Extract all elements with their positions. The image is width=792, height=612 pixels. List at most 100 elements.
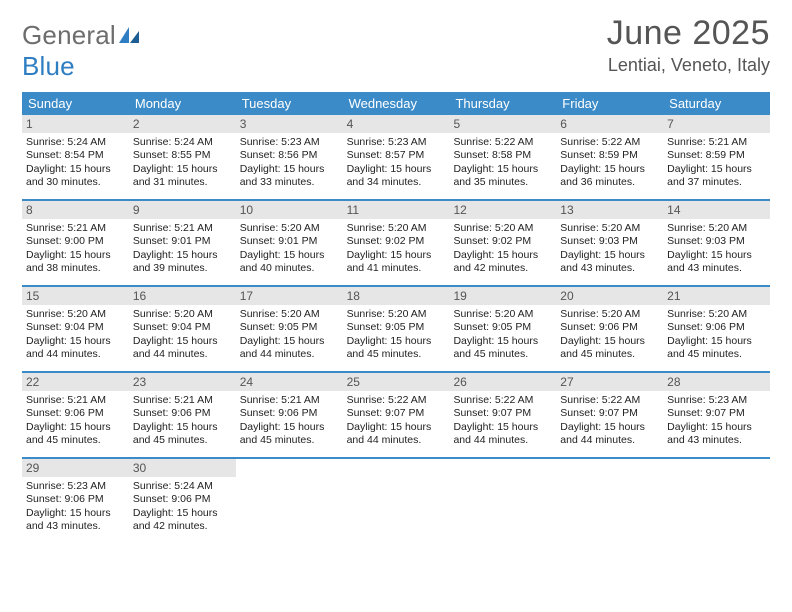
sunrise-line: Sunrise: 5:24 AM <box>26 136 125 149</box>
sunset-line: Sunset: 9:02 PM <box>453 235 552 248</box>
day-number: 7 <box>663 115 770 133</box>
sunrise-line: Sunrise: 5:20 AM <box>667 222 766 235</box>
sunset-line: Sunset: 9:06 PM <box>133 493 232 506</box>
sunset-line: Sunset: 8:59 PM <box>667 149 766 162</box>
weekday-header: Wednesday <box>343 92 450 115</box>
daylight-line-1: Daylight: 15 hours <box>133 335 232 348</box>
daylight-line-1: Daylight: 15 hours <box>133 163 232 176</box>
sunset-line: Sunset: 9:01 PM <box>240 235 339 248</box>
daylight-line-2: and 36 minutes. <box>560 176 659 189</box>
calendar-cell <box>343 459 450 543</box>
sunrise-line: Sunrise: 5:23 AM <box>240 136 339 149</box>
calendar-cell: 23Sunrise: 5:21 AMSunset: 9:06 PMDayligh… <box>129 373 236 457</box>
sunrise-line: Sunrise: 5:24 AM <box>133 136 232 149</box>
daylight-line-2: and 40 minutes. <box>240 262 339 275</box>
day-number: 3 <box>236 115 343 133</box>
calendar-cell: 24Sunrise: 5:21 AMSunset: 9:06 PMDayligh… <box>236 373 343 457</box>
sunset-line: Sunset: 9:06 PM <box>667 321 766 334</box>
daylight-line-2: and 44 minutes. <box>453 434 552 447</box>
daylight-line-1: Daylight: 15 hours <box>26 249 125 262</box>
daylight-line-2: and 33 minutes. <box>240 176 339 189</box>
daylight-line-1: Daylight: 15 hours <box>667 335 766 348</box>
sunrise-line: Sunrise: 5:20 AM <box>453 308 552 321</box>
daylight-line-2: and 45 minutes. <box>560 348 659 361</box>
sunrise-line: Sunrise: 5:21 AM <box>26 222 125 235</box>
sunrise-line: Sunrise: 5:20 AM <box>347 222 446 235</box>
calendar-cell: 6Sunrise: 5:22 AMSunset: 8:59 PMDaylight… <box>556 115 663 199</box>
daylight-line-2: and 45 minutes. <box>453 348 552 361</box>
daylight-line-2: and 30 minutes. <box>26 176 125 189</box>
daylight-line-1: Daylight: 15 hours <box>667 249 766 262</box>
daylight-line-2: and 43 minutes. <box>560 262 659 275</box>
sunrise-line: Sunrise: 5:22 AM <box>560 394 659 407</box>
daylight-line-2: and 43 minutes. <box>667 262 766 275</box>
calendar-cell: 14Sunrise: 5:20 AMSunset: 9:03 PMDayligh… <box>663 201 770 285</box>
daylight-line-1: Daylight: 15 hours <box>453 335 552 348</box>
calendar-row: 22Sunrise: 5:21 AMSunset: 9:06 PMDayligh… <box>22 373 770 459</box>
sunset-line: Sunset: 9:06 PM <box>240 407 339 420</box>
day-number: 15 <box>22 287 129 305</box>
calendar-cell <box>449 459 556 543</box>
weekday-header: Monday <box>129 92 236 115</box>
sunset-line: Sunset: 9:05 PM <box>453 321 552 334</box>
day-number: 13 <box>556 201 663 219</box>
day-number: 24 <box>236 373 343 391</box>
day-number: 11 <box>343 201 450 219</box>
sunrise-line: Sunrise: 5:21 AM <box>26 394 125 407</box>
day-number: 16 <box>129 287 236 305</box>
daylight-line-1: Daylight: 15 hours <box>453 163 552 176</box>
calendar-cell: 8Sunrise: 5:21 AMSunset: 9:00 PMDaylight… <box>22 201 129 285</box>
day-number: 28 <box>663 373 770 391</box>
sunrise-line: Sunrise: 5:21 AM <box>240 394 339 407</box>
calendar-cell: 16Sunrise: 5:20 AMSunset: 9:04 PMDayligh… <box>129 287 236 371</box>
calendar-cell: 19Sunrise: 5:20 AMSunset: 9:05 PMDayligh… <box>449 287 556 371</box>
calendar-row: 15Sunrise: 5:20 AMSunset: 9:04 PMDayligh… <box>22 287 770 373</box>
sunrise-line: Sunrise: 5:20 AM <box>26 308 125 321</box>
daylight-line-1: Daylight: 15 hours <box>560 421 659 434</box>
sunrise-line: Sunrise: 5:21 AM <box>667 136 766 149</box>
sunrise-line: Sunrise: 5:24 AM <box>133 480 232 493</box>
brand-logo: General Blue <box>22 14 140 82</box>
brand-name: General Blue <box>22 20 140 82</box>
daylight-line-1: Daylight: 15 hours <box>347 163 446 176</box>
brand-name-part1: General <box>22 20 116 50</box>
sunrise-line: Sunrise: 5:23 AM <box>667 394 766 407</box>
day-number: 17 <box>236 287 343 305</box>
daylight-line-1: Daylight: 15 hours <box>26 507 125 520</box>
daylight-line-2: and 44 minutes. <box>26 348 125 361</box>
calendar-cell <box>556 459 663 543</box>
sunset-line: Sunset: 8:54 PM <box>26 149 125 162</box>
brand-sail-icon <box>118 20 140 51</box>
calendar-cell: 10Sunrise: 5:20 AMSunset: 9:01 PMDayligh… <box>236 201 343 285</box>
weekday-header: Thursday <box>449 92 556 115</box>
calendar-cell: 21Sunrise: 5:20 AMSunset: 9:06 PMDayligh… <box>663 287 770 371</box>
sunset-line: Sunset: 8:59 PM <box>560 149 659 162</box>
day-number: 10 <box>236 201 343 219</box>
daylight-line-1: Daylight: 15 hours <box>26 163 125 176</box>
sunrise-line: Sunrise: 5:20 AM <box>240 308 339 321</box>
sunrise-line: Sunrise: 5:21 AM <box>133 222 232 235</box>
calendar-cell: 20Sunrise: 5:20 AMSunset: 9:06 PMDayligh… <box>556 287 663 371</box>
sunrise-line: Sunrise: 5:20 AM <box>667 308 766 321</box>
day-number: 6 <box>556 115 663 133</box>
calendar-cell: 18Sunrise: 5:20 AMSunset: 9:05 PMDayligh… <box>343 287 450 371</box>
sunset-line: Sunset: 9:00 PM <box>26 235 125 248</box>
daylight-line-1: Daylight: 15 hours <box>26 421 125 434</box>
calendar-cell: 17Sunrise: 5:20 AMSunset: 9:05 PMDayligh… <box>236 287 343 371</box>
daylight-line-1: Daylight: 15 hours <box>240 163 339 176</box>
daylight-line-2: and 41 minutes. <box>347 262 446 275</box>
sunrise-line: Sunrise: 5:23 AM <box>347 136 446 149</box>
daylight-line-2: and 45 minutes. <box>347 348 446 361</box>
calendar-grid: 1Sunrise: 5:24 AMSunset: 8:54 PMDaylight… <box>22 115 770 543</box>
daylight-line-1: Daylight: 15 hours <box>133 507 232 520</box>
sunset-line: Sunset: 9:03 PM <box>560 235 659 248</box>
day-number: 18 <box>343 287 450 305</box>
calendar-cell: 12Sunrise: 5:20 AMSunset: 9:02 PMDayligh… <box>449 201 556 285</box>
calendar-cell <box>663 459 770 543</box>
daylight-line-1: Daylight: 15 hours <box>560 163 659 176</box>
sunrise-line: Sunrise: 5:20 AM <box>560 308 659 321</box>
sunset-line: Sunset: 9:03 PM <box>667 235 766 248</box>
sunset-line: Sunset: 9:07 PM <box>453 407 552 420</box>
day-number: 1 <box>22 115 129 133</box>
day-number: 22 <box>22 373 129 391</box>
